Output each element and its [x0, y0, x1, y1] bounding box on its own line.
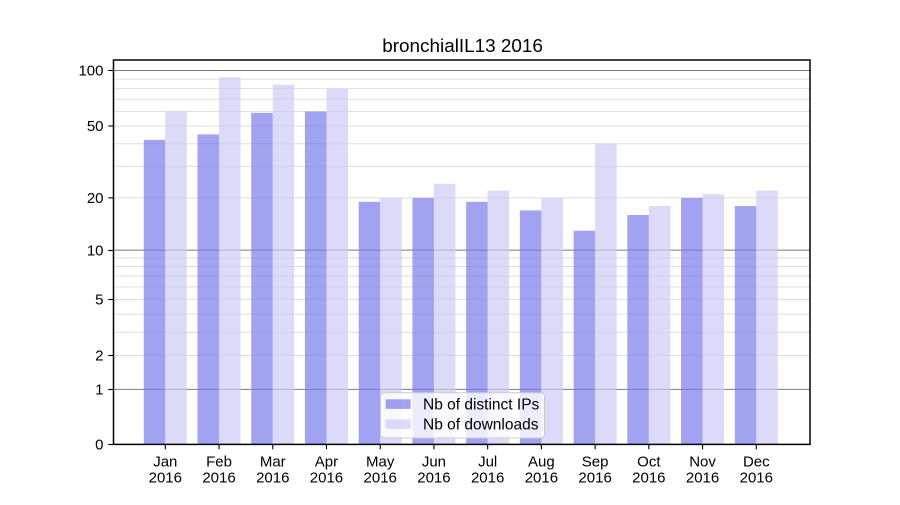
svg-text:Feb: Feb: [206, 453, 232, 470]
svg-text:2016: 2016: [310, 469, 343, 486]
svg-text:10: 10: [87, 243, 104, 260]
svg-text:Nb of distinct IPs: Nb of distinct IPs: [423, 396, 540, 413]
svg-text:2016: 2016: [686, 469, 719, 486]
svg-text:Mar: Mar: [260, 453, 286, 470]
svg-text:100: 100: [78, 63, 103, 80]
svg-text:2016: 2016: [417, 469, 450, 486]
svg-text:2016: 2016: [149, 469, 182, 486]
svg-text:Nb of downloads: Nb of downloads: [423, 416, 539, 433]
svg-text:Apr: Apr: [315, 453, 338, 470]
svg-text:2016: 2016: [578, 469, 611, 486]
svg-text:Dec: Dec: [743, 453, 770, 470]
svg-text:2016: 2016: [256, 469, 289, 486]
svg-text:20: 20: [87, 190, 104, 207]
svg-text:2016: 2016: [471, 469, 504, 486]
svg-text:Nov: Nov: [689, 453, 716, 470]
svg-text:1: 1: [95, 382, 103, 399]
svg-text:Jul: Jul: [478, 453, 497, 470]
svg-text:2016: 2016: [364, 469, 397, 486]
svg-text:2016: 2016: [740, 469, 773, 486]
svg-text:2: 2: [95, 348, 103, 365]
svg-text:Aug: Aug: [528, 453, 555, 470]
svg-text:Sep: Sep: [582, 453, 609, 470]
svg-text:50: 50: [87, 118, 104, 135]
svg-text:bronchialIL13 2016: bronchialIL13 2016: [382, 36, 543, 57]
svg-text:2016: 2016: [632, 469, 665, 486]
svg-text:Jan: Jan: [153, 453, 177, 470]
svg-text:May: May: [366, 453, 395, 470]
svg-text:5: 5: [95, 292, 103, 309]
svg-text:2016: 2016: [525, 469, 558, 486]
svg-text:Oct: Oct: [637, 453, 661, 470]
svg-text:2016: 2016: [202, 469, 235, 486]
svg-text:0: 0: [95, 437, 103, 454]
svg-text:Jun: Jun: [422, 453, 446, 470]
